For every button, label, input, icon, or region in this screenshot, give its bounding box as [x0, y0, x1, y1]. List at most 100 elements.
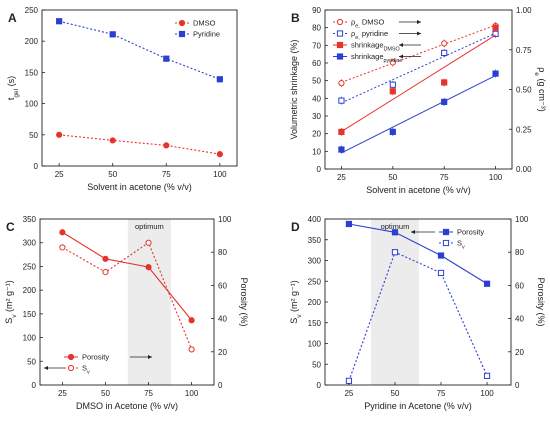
panel-a-x-tick-label: 100: [213, 170, 227, 179]
panel-a-series-1-point: [109, 31, 116, 38]
panel-a-y-tick-label: 200: [25, 37, 39, 46]
panel-c-y-tick-label: 250: [23, 262, 37, 271]
panel-a-plot-frame: [41, 9, 238, 167]
panel-c-legend-item-0-axis-arrow-head: [148, 355, 152, 359]
panel-b-y2-tick-label: 0.25: [516, 125, 532, 134]
panel-c-y-tick-label: 350: [23, 215, 37, 224]
panel-a-series-0-point: [163, 142, 170, 149]
panel-c-x-tick-label: 50: [101, 389, 110, 398]
panel-c-series-1-line: [62, 241, 193, 350]
panel-b-y-tick-label: 60: [312, 59, 321, 68]
panel-c-y2-tick-label: 0: [218, 381, 223, 390]
panel-d-y2-tick-label: 60: [515, 281, 524, 290]
panel-d-y2-tick-label: 80: [515, 248, 524, 257]
panel-d-series-1-point: [437, 269, 445, 277]
panel-d-x-tick-label: 50: [391, 389, 400, 398]
panel-b-legend-item-3-axis-arrow-head: [399, 54, 403, 59]
panel-d-legend-item-1-swatch-marker: [442, 239, 450, 247]
panel-a-legend-item-0-swatch-marker: [178, 19, 186, 27]
panel-c-x-tick-label: 100: [185, 389, 199, 398]
panel-c-series-1-point: [188, 346, 195, 353]
panel-a-series-0-point: [109, 137, 116, 144]
panel-a-y-tick-label: 250: [25, 6, 39, 15]
panel-c-legend-item-0-swatch-marker: [67, 353, 75, 361]
panel-a-letter: A: [8, 11, 17, 25]
panel-b-y-tick-label: 30: [312, 112, 321, 121]
panel-c-y2-tick-label: 60: [218, 281, 227, 290]
panel-b-y2-axis-label: ρe (g cm⁻³): [534, 67, 548, 111]
panel-c-x-axis-label: DMSO in Acetone (% v/v): [76, 401, 178, 411]
panel-b-series-2-point: [492, 24, 499, 31]
panel-b-y2-tick-label: 0.00: [516, 165, 532, 174]
panel-b-series-1-point: [338, 97, 345, 104]
panel-d-series-1-point: [345, 377, 353, 384]
panel-b-x-tick-label: 100: [489, 173, 503, 182]
panel-d-y-tick-label: 250: [308, 277, 322, 286]
panel-a-y-tick-label: 50: [29, 131, 38, 140]
panel-c-series-0-line: [62, 231, 193, 321]
panel-b-series-0-point: [338, 80, 345, 87]
panel-a-series-1-point: [56, 18, 63, 25]
panel-d-y-tick-label: 50: [312, 360, 321, 369]
panel-d-y2-tick-label: 0: [515, 381, 520, 390]
panel-a-legend-item-1-label: Pyridine: [193, 30, 220, 39]
panel-b-series-1-point: [389, 81, 396, 88]
panel-d-series-0-point: [391, 229, 399, 236]
panel-b-series-3-point: [338, 146, 345, 153]
panel-a-series-0-point: [56, 131, 63, 138]
panel-b-series-0-point: [389, 59, 396, 66]
panel-c-y2-axis-label: Porosity (%): [239, 277, 249, 326]
panel-b-y-tick-label: 0: [317, 165, 322, 174]
panel-d-y-tick-label: 0: [317, 381, 322, 390]
panel-d-y-tick-label: 100: [308, 340, 322, 349]
panel-d-x-tick-label: 75: [437, 389, 446, 398]
panel-c-letter: C: [6, 220, 15, 234]
panel-c-series-1-point: [59, 244, 66, 251]
panel-d-series-0-line: [348, 223, 488, 285]
panel-a-y-tick-label: 0: [34, 162, 39, 171]
panel-a-series-0-line: [59, 134, 220, 155]
panel-c-optimum-label: optimum: [135, 222, 164, 231]
panel-d-optimum-region: [371, 219, 419, 385]
panel-c-x-tick-label: 75: [144, 389, 153, 398]
panel-b-legend-item-1-axis-arrow-head: [417, 31, 421, 36]
panel-d-y2-tick-label: 20: [515, 348, 524, 357]
panel-a-x-tick-label: 75: [162, 170, 171, 179]
panel-b-x-axis-label: Solvent in acetone (% v/v): [366, 185, 471, 195]
panel-d-y2-tick-label: 40: [515, 315, 524, 324]
panel-b-y2-tick-label: 0.50: [516, 86, 532, 95]
panel-c-legend-item-1-label: Sv: [82, 364, 90, 376]
panel-c-plot-frame: [39, 218, 215, 386]
panel-b-legend-item-2-swatch-marker: [336, 41, 344, 49]
panel-b-legend-item-0-swatch-marker: [336, 18, 344, 26]
panel-b-series-0-point: [441, 40, 448, 47]
panel-c-x-tick-label: 25: [58, 389, 67, 398]
panel-b-series-2-fit-line: [341, 34, 496, 132]
panel-c-y-tick-label: 50: [27, 357, 36, 366]
panel-d-optimum-label: optimum: [381, 222, 410, 231]
panel-b-y-tick-label: 40: [312, 94, 321, 103]
panel-d-legend-item-0-label: Porosity: [457, 228, 484, 237]
panel-c-series-1-point: [102, 269, 109, 276]
panel-c-y2-tick-label: 100: [218, 215, 232, 224]
panel-b-series-2-point: [338, 128, 345, 136]
panel-d-legend-item-0-swatch-marker: [442, 228, 450, 236]
panel-d-y-tick-label: 150: [308, 319, 322, 328]
panel-d-y2-tick-label: 100: [515, 215, 529, 224]
panel-c-series-0-point: [188, 317, 195, 324]
panel-d-series-1-point: [483, 372, 491, 379]
panel-b-letter: B: [291, 11, 300, 25]
panel-b-y-tick-label: 70: [312, 41, 321, 50]
panel-a-y-axis-label: tgel (s): [6, 76, 20, 100]
panel-a-series-1-point: [216, 76, 223, 83]
panel-d-series-0-point: [483, 280, 491, 287]
panel-d-x-tick-label: 25: [344, 389, 353, 398]
panel-c-legend-item-1-swatch-marker: [67, 364, 75, 372]
panel-c-y-tick-label: 200: [23, 286, 37, 295]
panel-b-series-3-point: [389, 128, 396, 136]
panel-b-y-tick-label: 20: [312, 130, 321, 139]
panel-b-y-tick-label: 90: [312, 6, 321, 15]
panel-c-y2-tick-label: 40: [218, 315, 227, 324]
panel-d-legend-item-1-label: Sv: [457, 239, 465, 251]
